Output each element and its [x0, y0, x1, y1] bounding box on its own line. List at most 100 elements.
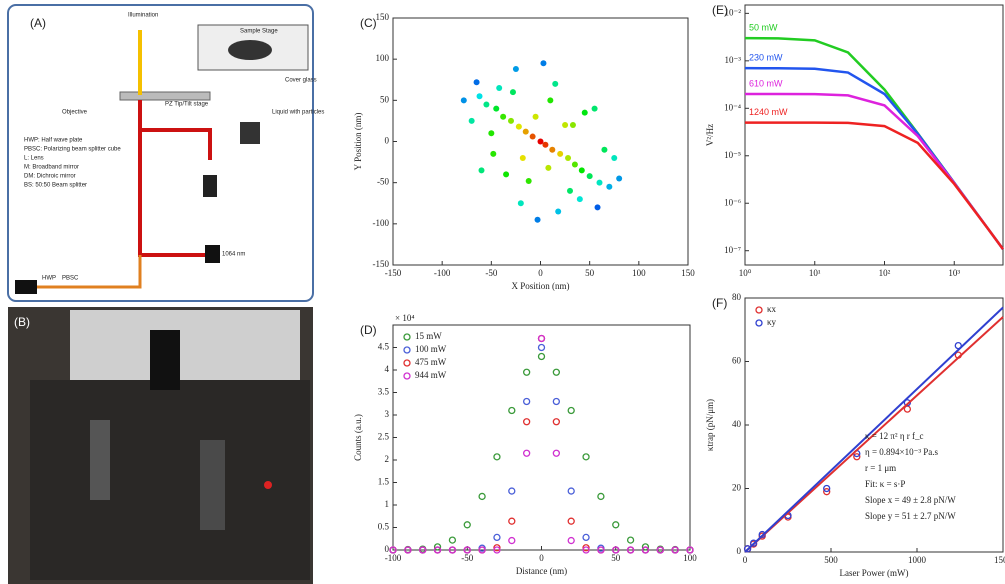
psd-line	[745, 121, 1005, 250]
point	[537, 334, 546, 343]
panel-label: (A)	[30, 16, 46, 30]
photo-object	[200, 440, 225, 530]
x-tick-label: 10⁰	[739, 268, 752, 278]
x-tick-label: 10²	[879, 268, 891, 278]
legend-marker	[403, 346, 411, 354]
point	[490, 150, 497, 157]
legend-text: HWP: Half wave plate	[24, 138, 83, 144]
x-tick-label: 500	[824, 555, 838, 565]
beam	[30, 255, 142, 289]
point	[488, 130, 495, 137]
y-tick-label: 100	[376, 53, 390, 63]
x-axis-label: Laser Power (mW)	[840, 568, 909, 578]
point	[671, 546, 679, 554]
point	[478, 492, 486, 501]
photo-object	[150, 330, 180, 390]
y-tick-label: 0	[385, 544, 390, 554]
point	[749, 539, 758, 547]
y-tick-label: 0	[737, 546, 742, 556]
x-tick-label: -50	[461, 553, 473, 563]
legend-label: 100 mW	[415, 344, 447, 354]
x-tick-label: 1500	[994, 555, 1005, 565]
legend-marker	[403, 372, 411, 380]
photo-object	[264, 481, 272, 489]
y-tick-label: 10⁻⁴	[724, 102, 741, 112]
point	[537, 352, 546, 361]
point	[500, 113, 507, 120]
point	[612, 521, 620, 529]
panel-label: (F)	[712, 296, 727, 310]
point	[523, 368, 531, 376]
legend-marker	[755, 306, 763, 314]
y-tick-label: 10⁻⁷	[724, 245, 741, 255]
point	[460, 97, 467, 104]
point	[508, 536, 516, 545]
label: PZ Tip/Tilt stage	[165, 102, 209, 108]
x-tick-label: 50	[585, 268, 595, 278]
y-tick-label: 0	[385, 136, 390, 146]
photo-table	[30, 380, 310, 580]
point	[591, 105, 598, 112]
point	[597, 546, 605, 554]
x-tick-label: 100	[683, 553, 697, 563]
point	[532, 113, 539, 120]
x-tick-label: 0	[539, 553, 544, 563]
point	[616, 175, 623, 182]
point	[419, 546, 427, 554]
y-tick-label: 2	[385, 454, 390, 464]
y-tick-label: -150	[373, 259, 390, 269]
x-axis-label: Distance (nm)	[516, 566, 567, 576]
point	[569, 122, 576, 129]
y-tick-label: -100	[373, 218, 390, 228]
y-tick-label: -50	[377, 177, 389, 187]
point	[581, 109, 588, 116]
point	[508, 487, 516, 495]
panel-label: (E)	[712, 3, 728, 17]
point	[525, 178, 532, 185]
point	[496, 84, 503, 91]
point	[557, 150, 564, 157]
point	[903, 399, 912, 407]
point	[529, 133, 536, 140]
legend-label: 475 mW	[415, 357, 447, 367]
label: HWP	[42, 276, 56, 282]
point	[743, 545, 752, 553]
point	[549, 146, 556, 153]
point	[523, 397, 531, 406]
point	[478, 167, 485, 174]
point	[537, 343, 546, 352]
point	[483, 101, 490, 108]
x-tick-label: 10¹	[809, 268, 821, 278]
point	[515, 123, 522, 130]
fit-line	[744, 316, 1004, 553]
legend-label: κx	[767, 304, 777, 314]
camera	[203, 175, 217, 197]
panel-label: (C)	[360, 16, 377, 30]
y-tick-label: 4.5	[378, 342, 390, 352]
laser-beam	[140, 128, 212, 160]
annotation: η = 0.894×10⁻³ Pa.s	[865, 447, 939, 457]
point	[626, 536, 635, 544]
y-tick-label: 4	[385, 364, 390, 374]
point	[567, 406, 575, 415]
laser	[15, 280, 37, 294]
x-tick-label: 50	[611, 553, 621, 563]
point	[545, 164, 552, 171]
point	[567, 536, 575, 545]
y-tick-label: 10⁻⁵	[724, 150, 741, 160]
point	[433, 543, 442, 551]
plot-area	[744, 4, 1004, 266]
point	[493, 453, 501, 461]
x-tick-label: 0	[743, 555, 748, 565]
label: Illumination	[128, 13, 158, 19]
point	[448, 546, 457, 554]
panel-label: (D)	[360, 323, 377, 337]
series-label: 610 mW	[749, 78, 783, 88]
annotation: Slope x = 49 ± 2.8 pN/W	[865, 495, 956, 505]
series-label: 50 mW	[749, 23, 778, 33]
annotation: Fit: κ = s·P	[865, 479, 905, 489]
point	[612, 546, 620, 554]
point	[493, 105, 500, 112]
photo-wall	[70, 310, 300, 380]
